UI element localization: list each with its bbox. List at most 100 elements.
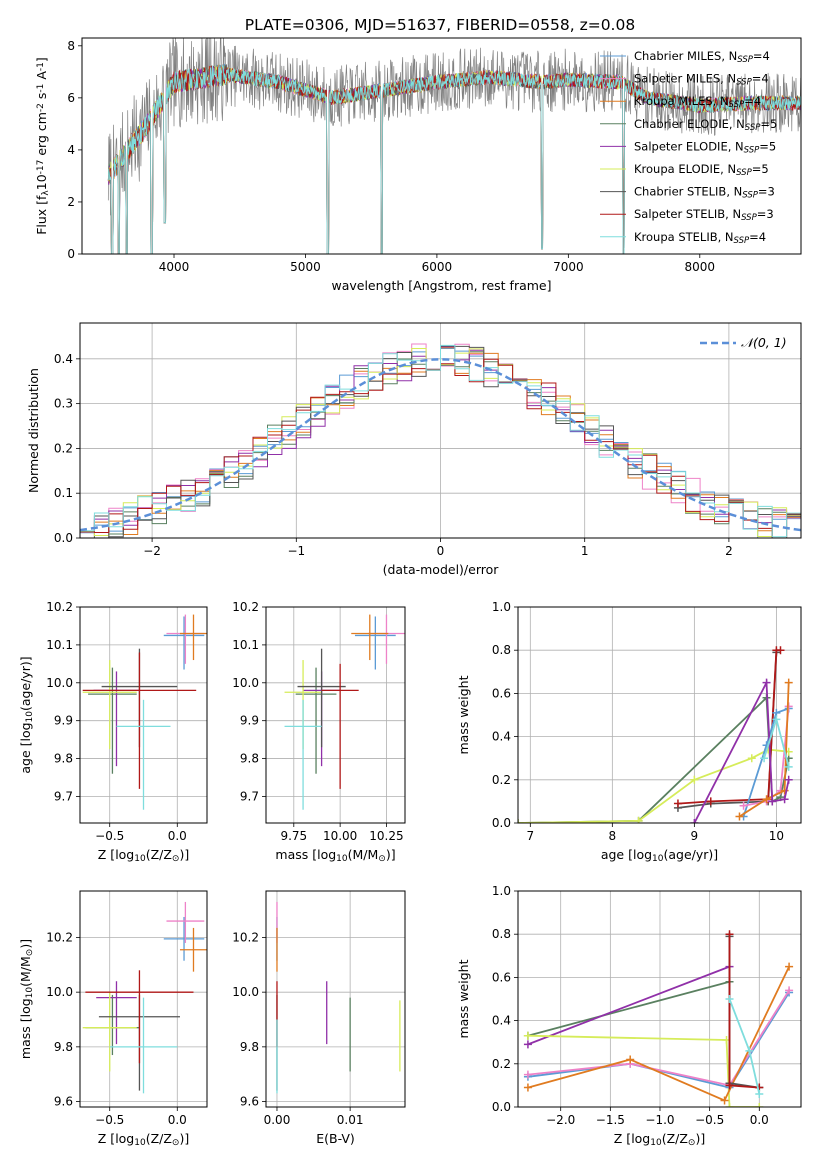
weight-marker-kroupa-miles bbox=[785, 962, 794, 971]
weight-marker-kroupa-stelib bbox=[772, 715, 781, 724]
legend-label: 𝒩(0, 1) bbox=[741, 335, 787, 350]
weight-line-chabrier-miles bbox=[527, 992, 790, 1089]
weight-marker-salpeter-elodie bbox=[768, 797, 777, 806]
weight-marker-salpeter-elodie bbox=[762, 678, 771, 687]
x-tick-label: 8000 bbox=[685, 260, 716, 274]
x-tick-label: 4000 bbox=[159, 260, 190, 274]
y-tick-label: 10.2 bbox=[46, 600, 73, 614]
x-axis-label: Z [log10​(Z/Z⊙)] bbox=[98, 1131, 189, 1148]
y-tick-label: 0.2 bbox=[492, 773, 511, 787]
error-bars bbox=[82, 614, 207, 810]
y-tick-label: 0.6 bbox=[492, 970, 511, 984]
y-tick-label: 0.0 bbox=[492, 1100, 511, 1114]
weight-marker-kroupa-elodie bbox=[747, 754, 756, 763]
y-tick-label: 9.8 bbox=[54, 752, 73, 766]
y-tick-label: 9.6 bbox=[54, 1095, 73, 1109]
y-tick-label: 0.3 bbox=[54, 397, 73, 411]
y-tick-label: 9.8 bbox=[240, 1040, 259, 1054]
weight-marker-kroupa-elodie bbox=[725, 1103, 734, 1107]
y-tick-label: 9.8 bbox=[240, 752, 259, 766]
age-vs-mass-panel: 9.75 10.00 10.25 9.7 9.8 9.9 10.0 10.1 10.2 mass … bbox=[232, 600, 406, 864]
x-tick-label: 0 bbox=[437, 544, 445, 558]
mass-weight-vs-age-panel: 7 8 9 10 0.0 0.2 0.4 0.6 0.8 1.0 age [log10​(age/y… bbox=[456, 600, 802, 864]
y-tick-label: 9.9 bbox=[240, 714, 259, 728]
y-tick-label: 10.0 bbox=[232, 985, 259, 999]
x-tick-label: 9.75 bbox=[280, 829, 307, 843]
error-bars bbox=[82, 901, 207, 1094]
y-axis-label: Flux [fλ10-17 erg cm-2 s-1 A-1] bbox=[34, 57, 51, 235]
axes-frame bbox=[265, 606, 406, 824]
x-tick-label: 10 bbox=[769, 829, 784, 843]
y-tick-label: 0.6 bbox=[492, 686, 511, 700]
x-axis-label: E(B-V) bbox=[316, 1131, 355, 1146]
weight-marker-kroupa-miles bbox=[720, 1096, 729, 1105]
weight-marker-salpeter-stelib bbox=[725, 1081, 734, 1090]
legend-label: Chabrier MILES, NSSP​=4 bbox=[634, 49, 770, 65]
axes-frame bbox=[79, 322, 802, 539]
figure-title: PLATE=0306, MJD=51637, FIBERID=0558, z=0… bbox=[245, 16, 635, 34]
weight-marker-kroupa-stelib bbox=[755, 1090, 764, 1099]
x-axis-label: wavelength [Angstrom, rest frame] bbox=[331, 278, 551, 293]
weight-lines bbox=[518, 646, 793, 823]
residuals-panel: −2 −1 0 1 2 0.0 0.1 0.2 0.3 0.4 (data-model)/error… bbox=[26, 322, 802, 577]
x-tick-label: 10.25 bbox=[369, 829, 403, 843]
mass-vs-ebv-panel: 0.00 0.01 9.6 9.8 10.0 10.2 E(B-V) bbox=[232, 890, 406, 1146]
age-vs-metallicity-panel: −0.5 0.0 9.7 9.8 9.9 10.0 10.1 10.2 Z [log10​(Z/… bbox=[18, 600, 208, 864]
y-tick-label: 10.1 bbox=[232, 638, 259, 652]
x-tick-label: 0.0 bbox=[168, 1113, 187, 1127]
y-axis-label: mass weight bbox=[456, 959, 471, 1038]
weight-line-kroupa-elodie bbox=[527, 1034, 760, 1107]
legend-label: Kroupa STELIB, NSSP​=4 bbox=[634, 230, 766, 246]
y-tick-label: 10.2 bbox=[46, 930, 73, 944]
weight-marker-kroupa-stelib bbox=[784, 762, 793, 771]
y-tick-label: 10.2 bbox=[232, 600, 259, 614]
axes-frame bbox=[517, 606, 802, 824]
y-tick-label: 10.0 bbox=[46, 985, 73, 999]
weight-marker-kroupa-elodie bbox=[755, 1103, 764, 1107]
y-tick-label: 9.7 bbox=[240, 789, 259, 803]
weight-marker-kroupa-miles bbox=[626, 1055, 635, 1064]
axes-frame bbox=[517, 890, 802, 1108]
legend-label: Kroupa ELODIE, NSSP​=5 bbox=[634, 162, 769, 178]
x-tick-label: −1 bbox=[287, 544, 305, 558]
x-tick-label: 7000 bbox=[553, 260, 584, 274]
spectrum-panel: 4000 5000 6000 7000 8000 0 2 4 6 8 wavelength [Ang… bbox=[34, 37, 802, 293]
residuals-legend: 𝒩(0, 1) bbox=[700, 335, 787, 350]
weight-marker-kroupa-stelib bbox=[760, 754, 769, 763]
x-tick-label: −1.0 bbox=[645, 1113, 674, 1127]
weight-marker-kroupa-miles bbox=[762, 795, 771, 804]
x-tick-label: 0.0 bbox=[750, 1113, 769, 1127]
x-tick-label: 0.00 bbox=[264, 1113, 291, 1127]
x-axis-label: age [log10​(age/yr)] bbox=[601, 847, 718, 864]
weight-marker-salpeter-stelib bbox=[706, 797, 715, 806]
y-tick-label: 0.1 bbox=[54, 486, 73, 500]
y-axis-label: mass weight bbox=[456, 675, 471, 754]
y-tick-label: 9.6 bbox=[240, 1095, 259, 1109]
weight-line-kroupa-miles bbox=[739, 682, 790, 818]
histogram-steps bbox=[80, 343, 801, 538]
weight-line-salpeter-elodie bbox=[527, 965, 731, 1086]
x-tick-label: 7 bbox=[526, 829, 534, 843]
model-spectrum-line-salpeter-stelib bbox=[107, 64, 801, 254]
weight-marker-kroupa-elodie bbox=[634, 816, 643, 823]
model-spectrum-line-kroupa-stelib bbox=[107, 64, 801, 254]
weight-marker-kroupa-miles bbox=[523, 1083, 532, 1092]
legend-label: Salpeter MILES, NSSP​=4 bbox=[634, 72, 769, 88]
weight-marker-salpeter-stelib bbox=[776, 646, 785, 655]
x-tick-label: 0.01 bbox=[337, 1113, 364, 1127]
spectrum-traces bbox=[107, 38, 801, 254]
weight-line-chabrier-elodie bbox=[527, 980, 730, 1037]
axes-frame bbox=[79, 606, 208, 824]
error-bars bbox=[276, 901, 401, 1094]
weight-marker-salpeter-miles bbox=[523, 1070, 532, 1079]
weight-marker-salpeter-elodie bbox=[690, 819, 699, 823]
x-tick-label: −2.0 bbox=[546, 1113, 575, 1127]
weight-lines bbox=[523, 930, 794, 1107]
x-tick-label: 1 bbox=[581, 544, 589, 558]
x-tick-label: −1.5 bbox=[596, 1113, 625, 1127]
spectrum-legend: Chabrier MILES, NSSP​=4 Salpeter MILES, N… bbox=[600, 49, 777, 246]
weight-marker-salpeter-stelib bbox=[673, 799, 682, 808]
x-tick-label: 0.0 bbox=[168, 829, 187, 843]
weight-marker-salpeter-elodie bbox=[780, 795, 789, 804]
mass-weight-vs-metallicity-panel: −2.0 −1.5 −1.0 −0.5 0.0 0.0 0.2 0.4 0.6 0.8 1.0 Z [… bbox=[456, 884, 802, 1148]
